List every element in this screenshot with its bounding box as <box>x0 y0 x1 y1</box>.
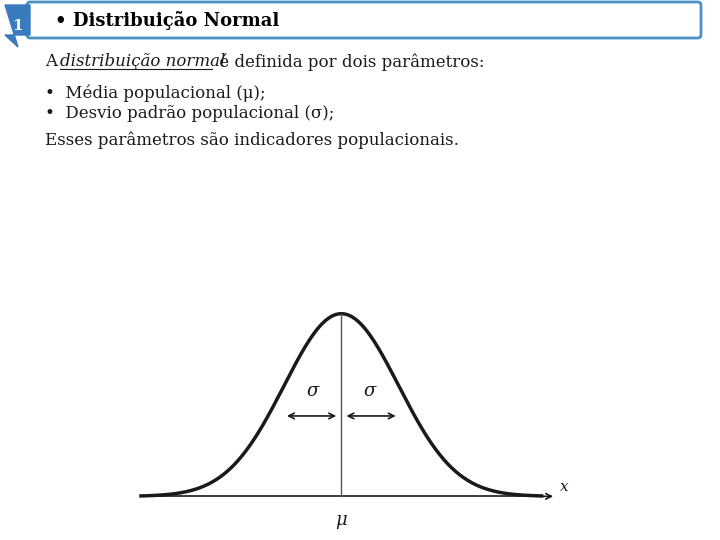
Text: A: A <box>45 53 62 71</box>
Text: Esses parâmetros são indicadores populacionais.: Esses parâmetros são indicadores populac… <box>45 131 459 148</box>
Text: σ: σ <box>364 382 376 400</box>
Text: • Distribuição Normal: • Distribuição Normal <box>55 10 279 30</box>
Text: μ: μ <box>336 511 347 529</box>
Text: é definida por dois parâmetros:: é definida por dois parâmetros: <box>214 53 485 71</box>
Polygon shape <box>5 5 30 47</box>
Text: x: x <box>560 481 569 495</box>
FancyBboxPatch shape <box>27 2 701 38</box>
Text: •  Desvio padrão populacional (σ);: • Desvio padrão populacional (σ); <box>45 105 334 122</box>
Text: σ: σ <box>307 382 319 400</box>
Text: distribuição normal: distribuição normal <box>60 53 225 71</box>
Text: •  Média populacional (μ);: • Média populacional (μ); <box>45 84 266 102</box>
Text: 1: 1 <box>12 19 22 33</box>
